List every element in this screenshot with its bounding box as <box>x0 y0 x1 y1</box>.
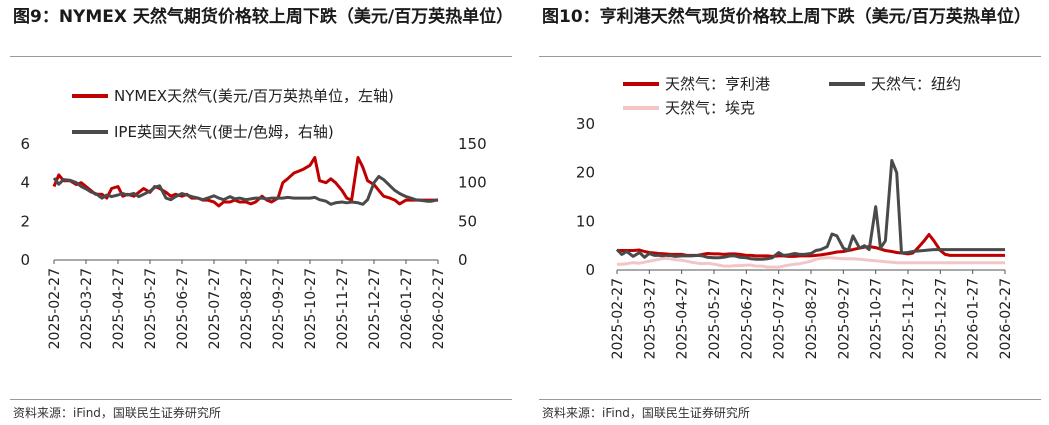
x-tick-label: 2025-12-27 <box>367 268 383 349</box>
nymex-ipe-chart: 0 2 4 6 0 50 100 150 2025-02-27 2025-03-27 2025-04… <box>20 87 487 349</box>
chart-title: 图9：NYMEX 天然气期货价格较上周下跌（美元/百万英热单位） <box>13 7 514 27</box>
chart-title: 图10：亨利港天然气现货价格较上周下跌（美元/百万英热单位） <box>542 7 1031 27</box>
y-right-tick-label: 0 <box>458 251 468 269</box>
source-note: 资料来源：iFind，国联民生证券研究所 <box>13 406 221 420</box>
series-line-1 <box>615 159 1005 261</box>
x-tick-label: 2025-06-27 <box>175 268 191 349</box>
source-divider <box>10 399 512 400</box>
x-tick-label: 2026-01-27 <box>966 278 982 359</box>
chart-panel-henry-hub: 图10：亨利港天然气现货价格较上周下跌（美元/百万英热单位） 0 10 20 30 20… <box>529 0 1049 425</box>
y-left-tick-label: 6 <box>20 135 30 153</box>
y-left-tick-label: 0 <box>20 251 30 269</box>
y-left-tick-label: 30 <box>576 115 595 133</box>
x-tick-label: 2025-03-27 <box>79 268 95 349</box>
x-tick-label: 2026-01-27 <box>399 268 415 349</box>
source-divider <box>539 399 1041 400</box>
title-divider <box>539 56 1041 57</box>
x-tick-label: 2025-09-27 <box>271 268 287 349</box>
y-left-tick-label: 10 <box>576 212 595 230</box>
y-left-tick-label: 0 <box>585 261 595 279</box>
x-tick-label: 2025-04-27 <box>675 278 691 359</box>
henry-hub-chart: 0 10 20 30 2025-02-27 2025-03-27 2025-04-27 202… <box>576 75 1014 359</box>
series-line-1 <box>52 175 439 206</box>
chart-panel-nymex: 图9：NYMEX 天然气期货价格较上周下跌（美元/百万英热单位） 0 2 4 6 0 50… <box>0 0 520 425</box>
y-right-tick-label: 100 <box>458 174 487 192</box>
y-left-tick-label: 4 <box>20 174 30 192</box>
x-tick-label: 2025-08-27 <box>804 278 820 359</box>
series-line-2 <box>617 256 1005 269</box>
x-tick-label: 2025-09-27 <box>836 278 852 359</box>
x-tick-label: 2025-10-27 <box>303 268 319 349</box>
y-left-tick-label: 2 <box>20 212 30 230</box>
title-divider <box>10 56 512 57</box>
x-tick-label: 2025-05-27 <box>143 268 159 349</box>
x-tick-label: 2025-11-27 <box>335 268 351 349</box>
legend-label: 天然气：亨利港 <box>665 75 770 93</box>
x-tick-label: 2025-04-27 <box>111 268 127 349</box>
x-tick-label: 2025-12-27 <box>933 278 949 359</box>
y-right-tick-label: 150 <box>458 135 487 153</box>
x-tick-label: 2025-05-27 <box>707 278 723 359</box>
x-tick-label: 2026-02-27 <box>998 278 1014 359</box>
x-tick-label: 2025-06-27 <box>739 278 755 359</box>
x-tick-label: 2025-08-27 <box>239 268 255 349</box>
y-right-tick-label: 50 <box>458 212 477 230</box>
x-tick-label: 2026-02-27 <box>431 268 447 349</box>
y-left-tick-label: 20 <box>576 164 595 182</box>
source-note: 资料来源：iFind，国联民生证券研究所 <box>542 406 750 420</box>
x-tick-label: 2025-07-27 <box>772 278 788 359</box>
x-tick-label: 2025-03-27 <box>642 278 658 359</box>
x-tick-label: 2025-10-27 <box>869 278 885 359</box>
x-tick-label: 2025-02-27 <box>610 278 626 359</box>
legend-label: 天然气：埃克 <box>665 99 755 117</box>
x-tick-label: 2025-11-27 <box>901 278 917 359</box>
legend-label: NYMEX天然气(美元/百万英热单位，左轴) <box>114 87 394 105</box>
legend-label: IPE英国天然气(便士/色姆，右轴) <box>114 123 334 141</box>
x-tick-label: 2025-02-27 <box>47 268 63 349</box>
x-tick-label: 2025-07-27 <box>207 268 223 349</box>
legend-label: 天然气：纽约 <box>871 75 961 93</box>
